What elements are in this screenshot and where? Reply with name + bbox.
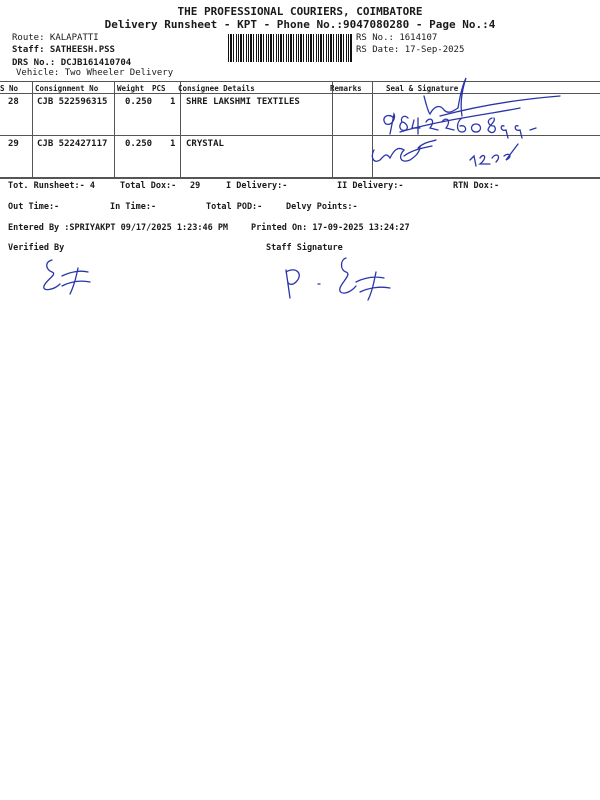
rtn-dox: RTN Dox:- bbox=[453, 181, 500, 191]
route: Route: KALAPATTI bbox=[12, 33, 99, 43]
company-title: THE PROFESSIONAL COURIERS, COIMBATORE bbox=[177, 5, 423, 18]
staff-signature bbox=[285, 257, 391, 301]
sno: 29 bbox=[8, 139, 19, 149]
total-pod: Total POD:- bbox=[206, 202, 263, 212]
col-sno: S No bbox=[0, 84, 19, 93]
divider bbox=[0, 93, 600, 94]
divider bbox=[0, 135, 600, 136]
consignment-no: CJB 522596315 bbox=[37, 97, 108, 107]
divider bbox=[0, 81, 600, 82]
vehicle: Vehicle: Two Wheeler Delivery bbox=[16, 68, 174, 78]
divider bbox=[114, 81, 115, 178]
out-time: Out Time:- bbox=[8, 202, 60, 212]
verified-by-label: Verified By bbox=[8, 243, 65, 253]
verifier-signature bbox=[43, 259, 91, 295]
divider bbox=[372, 81, 373, 178]
seal-signature-row2 bbox=[371, 139, 519, 167]
rs-date: RS Date: 17-Sep-2025 bbox=[356, 45, 465, 55]
sno: 28 bbox=[8, 97, 19, 107]
consignee: CRYSTAL bbox=[186, 139, 224, 149]
barcode bbox=[228, 34, 352, 62]
divider bbox=[32, 81, 33, 178]
col-consignee: Consignee Details bbox=[178, 84, 255, 93]
total-dox-label: Total Dox:- bbox=[120, 181, 177, 191]
weight: 0.250 bbox=[125, 139, 153, 149]
consignment-no: CJB 522427117 bbox=[37, 139, 108, 149]
divider bbox=[332, 81, 333, 178]
printed-on: Printed On: 17-09-2025 13:24:27 bbox=[251, 223, 410, 233]
col-consignment: Consignment No bbox=[35, 84, 99, 93]
staff-signature-label: Staff Signature bbox=[266, 243, 343, 253]
delvy-points: Delvy Points:- bbox=[286, 202, 358, 212]
col-seal-signature: Seal & Signature bbox=[386, 84, 459, 93]
in-time: In Time:- bbox=[110, 202, 157, 212]
tot-runsheet: Tot. Runsheet:- 4 bbox=[8, 181, 95, 191]
pcs: 1 bbox=[170, 97, 176, 107]
weight: 0.250 bbox=[125, 97, 153, 107]
pcs: 1 bbox=[170, 139, 176, 149]
divider bbox=[180, 81, 181, 178]
handwritten-phone-number bbox=[383, 107, 537, 139]
divider bbox=[0, 177, 600, 179]
ii-delivery: II Delivery:- bbox=[337, 181, 404, 191]
total-dox-value: 29 bbox=[190, 181, 201, 191]
i-delivery: I Delivery:- bbox=[226, 181, 288, 191]
drs-no: DRS No.: DCJB161410704 bbox=[12, 58, 132, 68]
consignee: SHRE LAKSHMI TEXTILES bbox=[186, 97, 300, 107]
rs-no: RS No.: 1614107 bbox=[356, 33, 438, 43]
entered-by: Entered By :SPRIYAKPT 09/17/2025 1:23:46… bbox=[8, 223, 229, 233]
col-weight: Weight bbox=[117, 84, 145, 93]
col-pcs: PCS bbox=[152, 84, 166, 93]
staff: Staff: SATHEESH.PSS bbox=[12, 45, 115, 55]
col-remarks: Remarks bbox=[330, 84, 362, 93]
runsheet-subtitle: Delivery Runsheet - KPT - Phone No.:9047… bbox=[104, 18, 496, 31]
